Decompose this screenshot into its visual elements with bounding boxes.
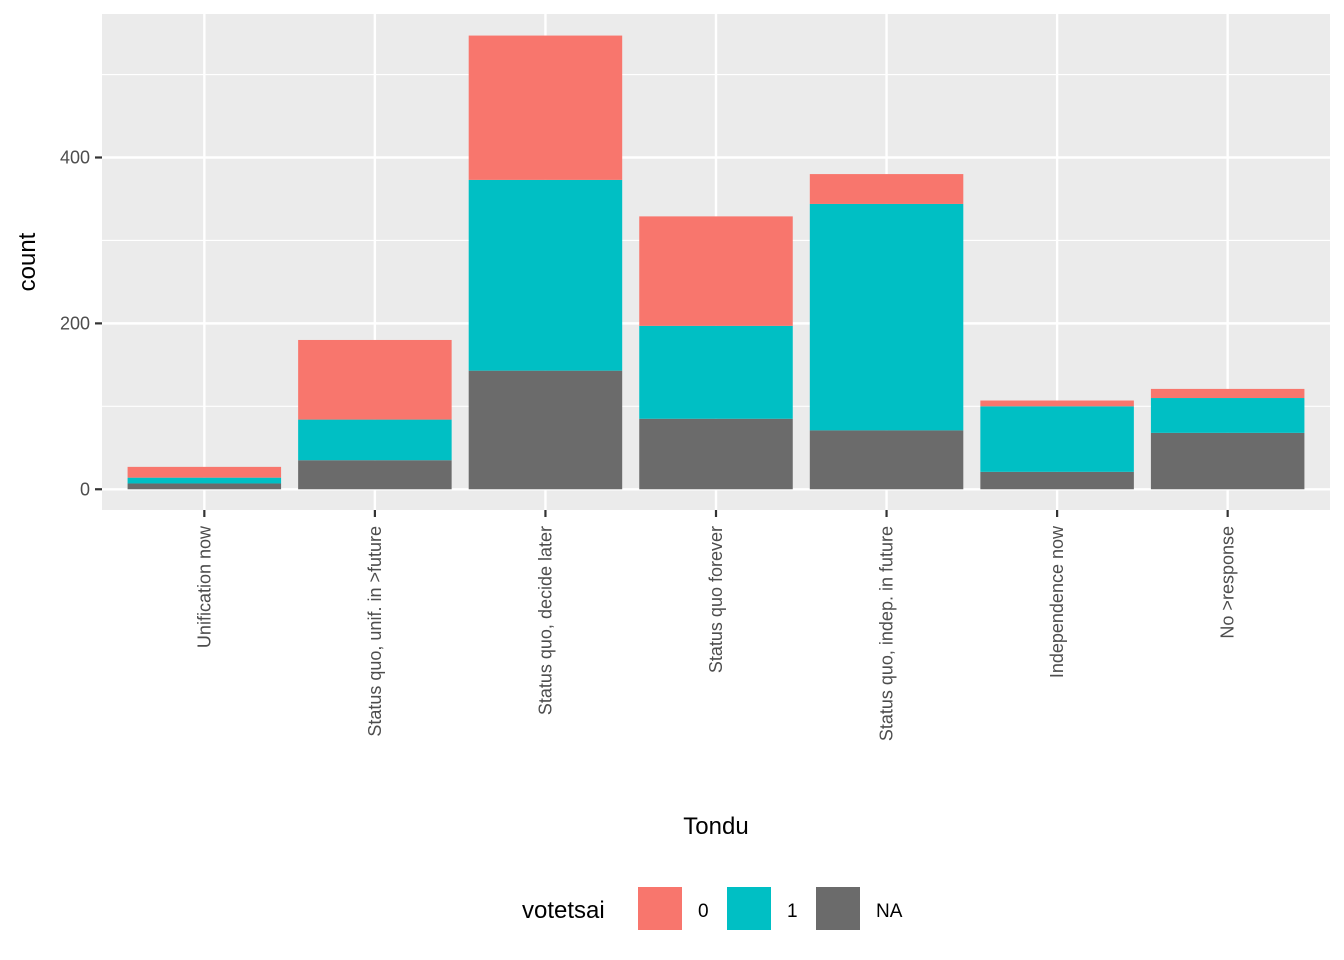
- legend-label-1: 1: [787, 901, 798, 922]
- x-tick-label: Status quo, indep. in future: [877, 526, 897, 741]
- legend-label-0: 0: [698, 901, 709, 922]
- bar-segment-0: [127, 466, 282, 478]
- bar-segment-0: [639, 216, 793, 326]
- bar-segment-NA: [1150, 432, 1305, 490]
- legend-key-NA: [816, 887, 860, 930]
- y-tick-label: 200: [60, 313, 90, 333]
- bar-segment-0: [468, 35, 623, 180]
- x-axis-title: Tondu: [683, 813, 748, 840]
- bar-segment-1: [639, 325, 793, 419]
- x-tick-label: No >response: [1218, 526, 1238, 639]
- bar-segment-0: [298, 339, 452, 420]
- x-tick-label: Independence now: [1047, 525, 1067, 678]
- bar-segment-NA: [468, 370, 623, 490]
- x-axis: Unification now Status quo, unif. in >fut…: [194, 510, 1238, 741]
- y-axis-title: count: [14, 232, 41, 291]
- bar-segment-1: [809, 203, 964, 431]
- bar-segment-NA: [639, 418, 793, 490]
- bar-segment-1: [468, 179, 623, 371]
- legend-label-NA: NA: [876, 901, 903, 922]
- legend-key-1: [727, 887, 771, 930]
- bar-segment-0: [809, 174, 964, 204]
- bar-segment-NA: [809, 430, 964, 490]
- legend-key-0: [638, 887, 682, 930]
- bar-segment-1: [127, 477, 282, 484]
- y-axis: 0 200 400: [60, 147, 102, 499]
- x-tick-label: Status quo forever: [706, 526, 726, 673]
- y-tick-label: 0: [80, 479, 90, 499]
- legend: votetsai 0 1 NA: [522, 887, 903, 930]
- y-tick-label: 400: [60, 147, 90, 167]
- legend-title: votetsai: [522, 897, 605, 924]
- bar-segment-1: [980, 406, 1134, 472]
- bars: [127, 35, 1305, 490]
- bar-segment-1: [1150, 398, 1305, 433]
- bar-segment-0: [980, 400, 1134, 407]
- bar-segment-0: [1150, 388, 1305, 399]
- bar-segment-NA: [298, 460, 452, 490]
- bar-segment-1: [298, 419, 452, 461]
- bar-segment-NA: [127, 483, 282, 490]
- x-tick-label: Status quo, unif. in >future: [365, 526, 385, 737]
- bar-segment-NA: [980, 471, 1134, 490]
- x-tick-label: Unification now: [194, 525, 214, 648]
- x-tick-label: Status quo, decide later: [535, 526, 555, 715]
